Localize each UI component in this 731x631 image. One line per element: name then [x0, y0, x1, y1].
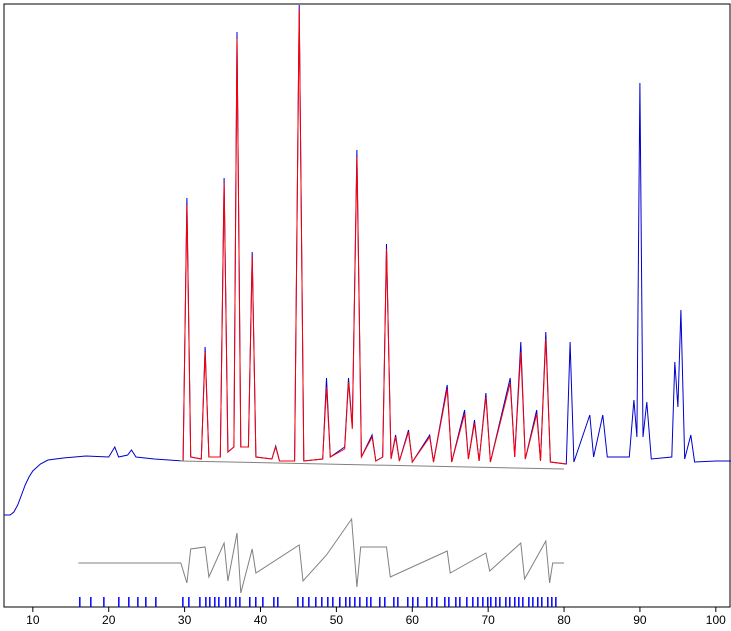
- x-tick-label: 90: [633, 613, 647, 627]
- profile-line: [182, 8, 567, 465]
- x-tick-label: 10: [26, 613, 40, 627]
- x-tick-label: 80: [557, 613, 571, 627]
- x-tick-label: 100: [706, 613, 726, 627]
- profile-line: [180, 460, 565, 470]
- x-tick-label: 70: [481, 613, 495, 627]
- x-tick-label: 60: [406, 613, 420, 627]
- x-tick-label: 20: [102, 613, 116, 627]
- x-tick-label: 40: [254, 613, 268, 627]
- x-tick-label: 50: [330, 613, 344, 627]
- plot-frame: [3, 3, 731, 608]
- profile-line: [78, 517, 564, 594]
- x-tick-label: 30: [178, 613, 192, 627]
